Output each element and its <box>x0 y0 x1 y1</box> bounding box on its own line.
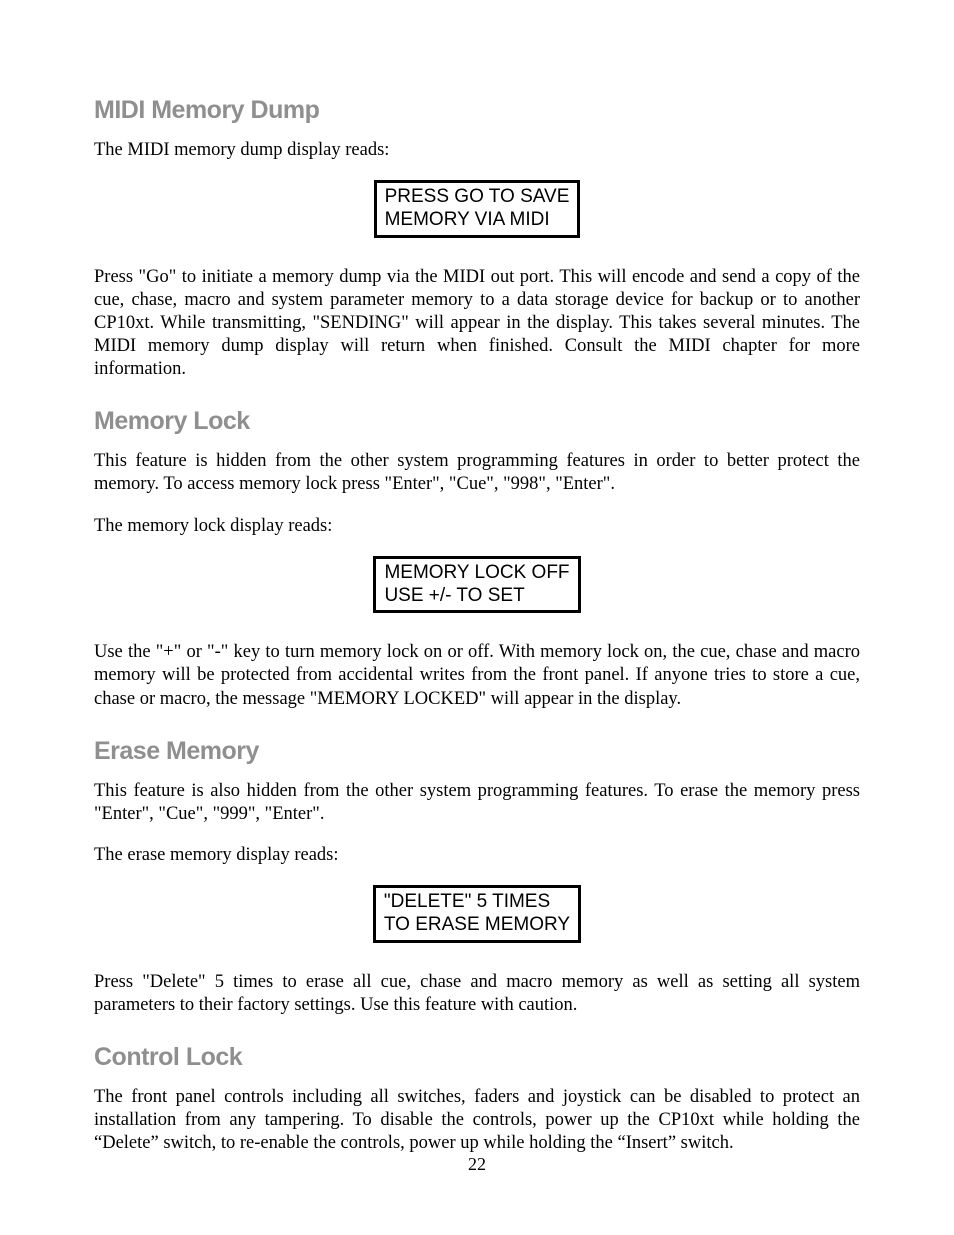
paragraph-midi-intro: The MIDI memory dump display reads: <box>94 139 860 162</box>
paragraph-midi-body: Press "Go" to initiate a memory dump via… <box>94 266 860 382</box>
heading-memory-lock: Memory Lock <box>94 407 860 436</box>
paragraph-erase-intro1: This feature is also hidden from the oth… <box>94 780 860 826</box>
paragraph-memlock-intro1: This feature is hidden from the other sy… <box>94 450 860 496</box>
display-erase-memory: "DELETE" 5 TIMES TO ERASE MEMORY <box>373 885 581 943</box>
display-midi-dump: PRESS GO TO SAVE MEMORY VIA MIDI <box>374 180 581 238</box>
heading-midi-memory-dump: MIDI Memory Dump <box>94 96 860 125</box>
display-box-wrap: MEMORY LOCK OFF USE +/- TO SET <box>94 556 860 614</box>
paragraph-memlock-body: Use the "+" or "-" key to turn memory lo… <box>94 641 860 710</box>
paragraph-memlock-intro2: The memory lock display reads: <box>94 515 860 538</box>
document-page: MIDI Memory Dump The MIDI memory dump di… <box>0 0 954 1235</box>
paragraph-erase-intro2: The erase memory display reads: <box>94 844 860 867</box>
display-memory-lock: MEMORY LOCK OFF USE +/- TO SET <box>373 556 580 614</box>
heading-erase-memory: Erase Memory <box>94 737 860 766</box>
display-box-wrap: "DELETE" 5 TIMES TO ERASE MEMORY <box>94 885 860 943</box>
display-box-wrap: PRESS GO TO SAVE MEMORY VIA MIDI <box>94 180 860 238</box>
heading-control-lock: Control Lock <box>94 1043 860 1072</box>
page-number: 22 <box>0 1154 954 1175</box>
paragraph-control-body: The front panel controls including all s… <box>94 1086 860 1155</box>
paragraph-erase-body: Press "Delete" 5 times to erase all cue,… <box>94 971 860 1017</box>
